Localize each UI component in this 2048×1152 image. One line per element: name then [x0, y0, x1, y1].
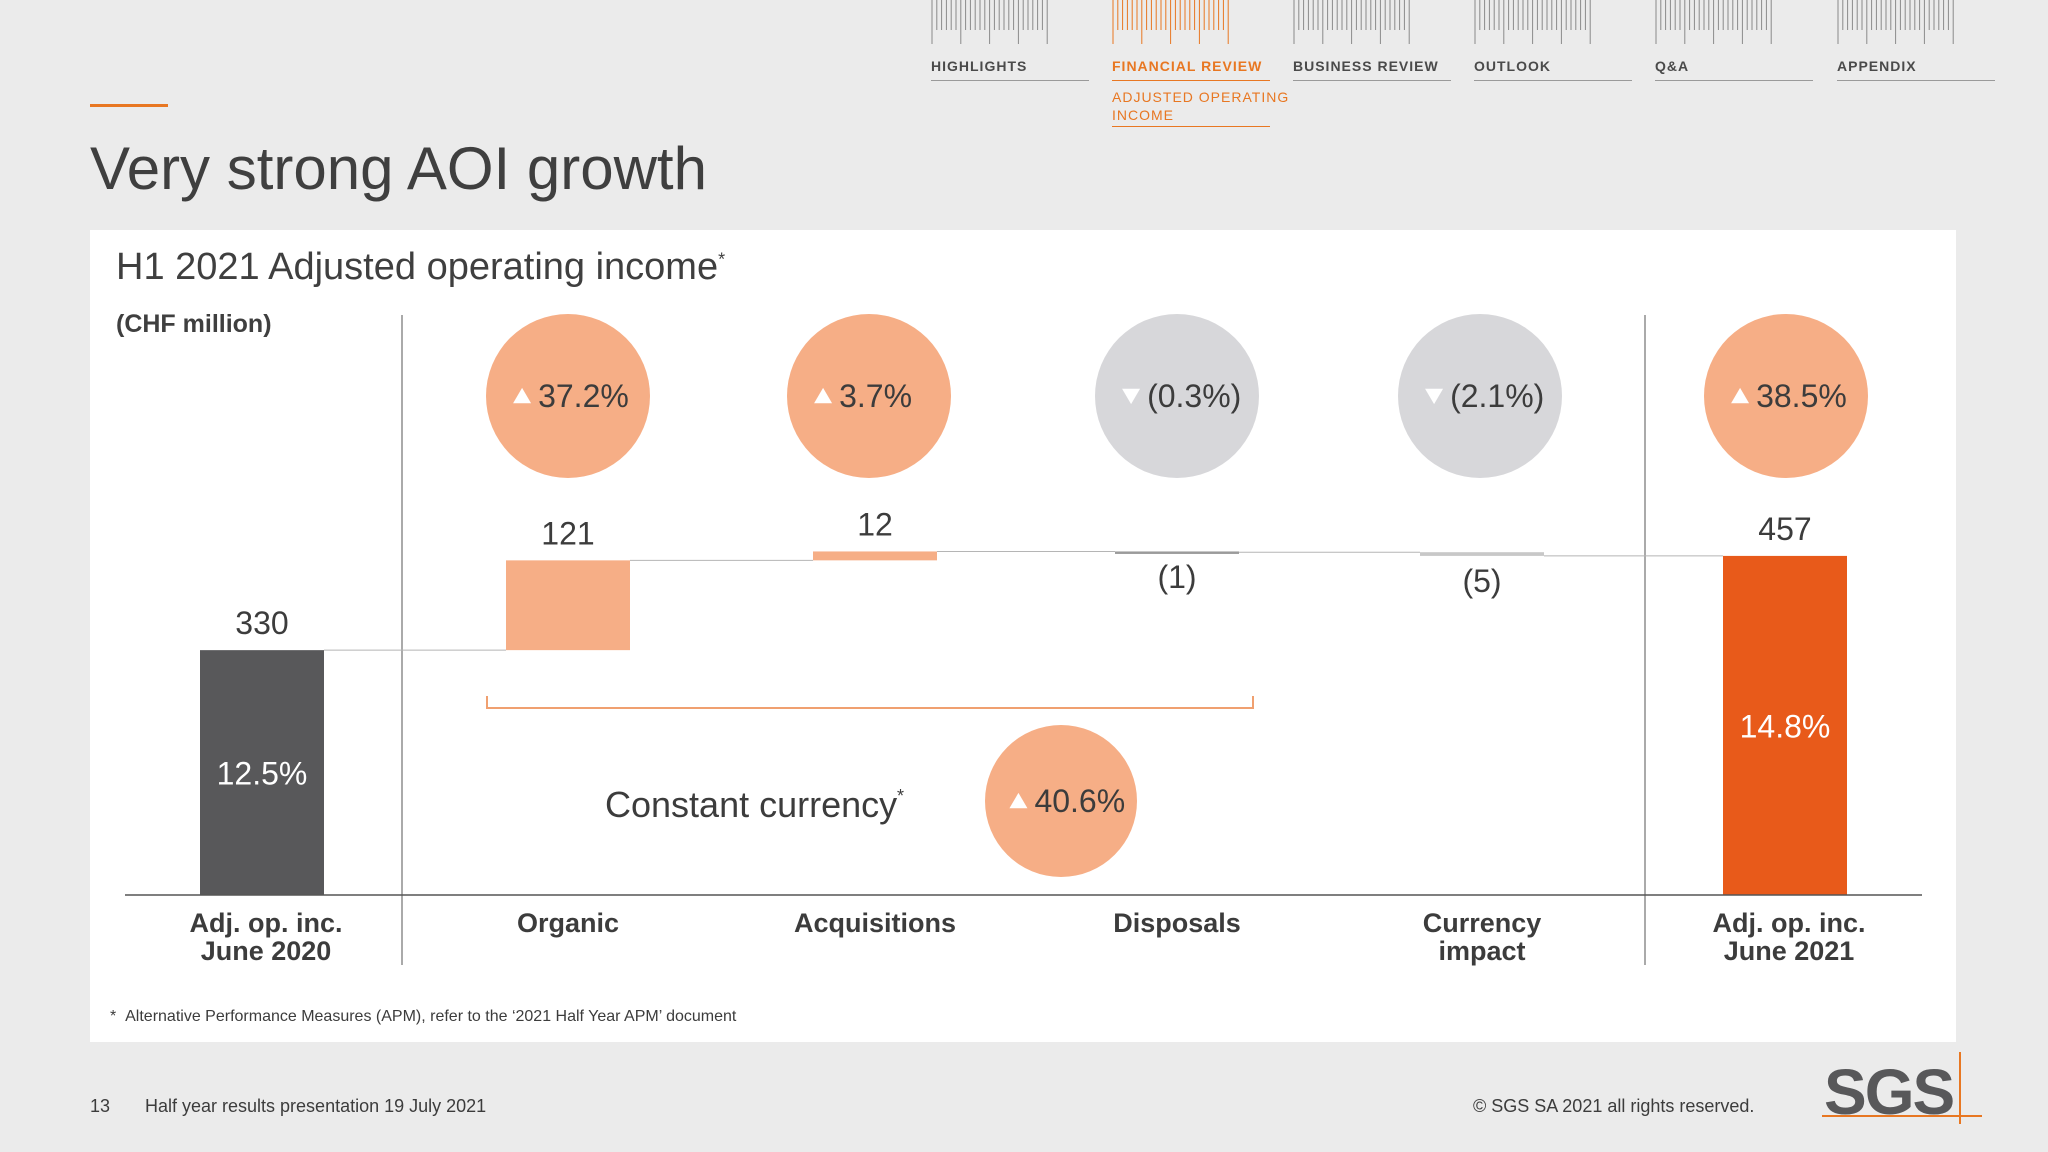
bar-value-label-4: (5) — [1462, 563, 1501, 599]
nav-label: BUSINESS REVIEW — [1293, 58, 1439, 74]
constant-currency-label: Constant currency — [605, 784, 897, 825]
waterfall-chart: 330 12.5% 121 12 (1) (5) 457 14.8% Adj. op. inc.… — [125, 314, 1922, 966]
chart-title-text: H1 2021 Adjusted operating income — [116, 246, 719, 288]
copyright: © SGS SA 2021 all rights reserved. — [1473, 1096, 1755, 1116]
x-tick-label-3: Disposals — [1113, 908, 1241, 938]
bar-2 — [813, 551, 937, 561]
bar-3 — [1115, 551, 1239, 554]
nav-ticks-icon — [1474, 0, 1591, 44]
growth-4-down-arrow-icon — [1425, 388, 1444, 405]
chart-title: H1 2021 Adjusted operating income* — [116, 246, 725, 289]
growth-3-growth-label: (0.3%) — [1147, 378, 1241, 414]
nav-underline — [1655, 80, 1813, 81]
chart-title-marker: * — [718, 249, 726, 270]
x-tick-label-4: Currency — [1423, 908, 1542, 938]
bar-margin-label-5: 14.8% — [1740, 708, 1831, 744]
growth-5-up-arrow-icon — [1731, 387, 1750, 404]
x-tick-label-0: June 2020 — [201, 936, 332, 966]
nav-label: HIGHLIGHTS — [931, 58, 1028, 74]
nav-ticks-icon — [1837, 0, 1954, 44]
constant-currency-bracket — [486, 696, 1254, 709]
page-title: Very strong AOI growth — [90, 135, 707, 202]
chart-unit-label: (CHF million) — [116, 310, 272, 338]
growth-1-growth-label: 37.2% — [538, 378, 629, 414]
growth-3-down-arrow-icon — [1122, 388, 1141, 405]
nav-sub-line-1: ADJUSTED OPERATING — [1112, 89, 1290, 105]
footnote: * Alternative Performance Measures (APM)… — [110, 1008, 736, 1026]
chart-panel: H1 2021 Adjusted operating income* (CHF … — [90, 230, 1956, 1042]
constant-currency-circle — [985, 725, 1137, 877]
nav-underline — [1293, 80, 1451, 81]
nav-sub-line-2: INCOME — [1112, 107, 1174, 123]
x-tick-label-5: June 2021 — [1724, 936, 1855, 966]
nav-ticks-icon — [931, 0, 1048, 44]
bar-4 — [1420, 552, 1544, 556]
footnote-marker: * — [110, 1008, 117, 1025]
nav-subitem-adjusted-operating-income[interactable]: ADJUSTED OPERATING INCOME — [1112, 88, 1289, 124]
x-tick-label-2: Acquisitions — [794, 908, 956, 938]
growth-1-circle — [486, 314, 650, 478]
bar-value-label-5: 457 — [1758, 511, 1811, 547]
x-tick-label-0: Adj. op. inc. — [190, 908, 343, 938]
bar-1 — [506, 560, 630, 651]
bar-value-label-3: (1) — [1157, 559, 1196, 595]
logo-text: SGS — [1824, 1056, 1953, 1124]
x-tick-label-4: impact — [1438, 936, 1525, 966]
footer-text: Half year results presentation 19 July 2… — [145, 1096, 487, 1116]
bar-margin-label-0: 12.5% — [217, 756, 308, 792]
nav-ticks-icon — [1655, 0, 1772, 44]
x-tick-label-5: Adj. op. inc. — [1713, 908, 1866, 938]
x-tick-label-1: Organic — [517, 908, 619, 938]
growth-2-up-arrow-icon — [814, 387, 833, 404]
bar-0 — [200, 650, 324, 895]
bar-value-label-2: 12 — [857, 506, 893, 542]
nav-ticks-icon — [1112, 0, 1229, 44]
growth-1-up-arrow-icon — [513, 387, 532, 404]
nav-label: Q&A — [1655, 58, 1690, 74]
nav-underline — [931, 80, 1089, 81]
sgs-logo: SGS — [1822, 1052, 1982, 1124]
growth-2-growth-label: 3.7% — [839, 378, 912, 414]
bar-value-label-0: 330 — [235, 605, 288, 641]
growth-3-circle — [1095, 314, 1259, 478]
nav-label: APPENDIX — [1837, 58, 1917, 74]
page-number: 13 — [90, 1096, 111, 1116]
growth-4-growth-label: (2.1%) — [1450, 378, 1544, 414]
bar-5 — [1723, 555, 1847, 895]
footnote-text: Alternative Performance Measures (APM), … — [125, 1008, 737, 1025]
constant-currency-growth-label: 40.6% — [1034, 783, 1125, 819]
growth-5-circle — [1704, 314, 1868, 478]
growth-4-circle — [1398, 314, 1562, 478]
constant-currency-up-arrow-icon — [1009, 792, 1028, 809]
nav-label: FINANCIAL REVIEW — [1112, 58, 1263, 74]
title-accent-line — [90, 104, 168, 107]
bar-value-label-1: 121 — [541, 515, 594, 551]
constant-currency-marker: * — [897, 786, 904, 806]
nav-underline — [1837, 80, 1995, 81]
nav-underline — [1474, 80, 1632, 81]
nav-sub-underline — [1112, 126, 1270, 127]
growth-2-circle — [787, 314, 951, 478]
nav-ticks-icon — [1293, 0, 1410, 44]
nav-label: OUTLOOK — [1474, 58, 1551, 74]
nav-underline — [1112, 80, 1270, 81]
growth-5-growth-label: 38.5% — [1756, 378, 1847, 414]
